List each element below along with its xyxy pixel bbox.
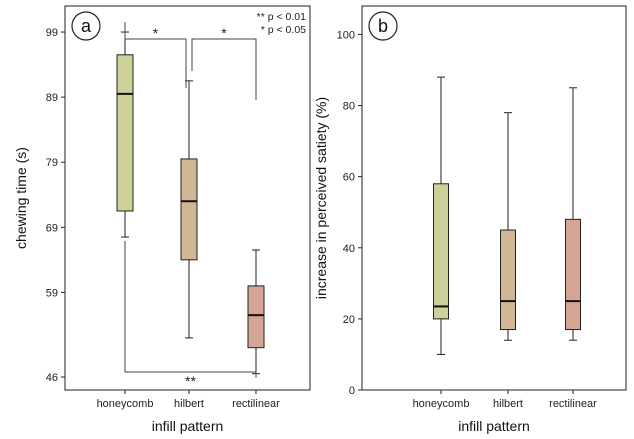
panel-b-x-tick-label: rectilinear: [549, 398, 597, 410]
panel-a-panel-letter: a: [81, 16, 92, 36]
panel-a-x-tick-label: honeycomb: [97, 398, 154, 410]
panel-b-plot-frame: [361, 5, 627, 391]
panel-a-significance-label: *: [221, 25, 227, 41]
panel-a-significance-bracket: [191, 38, 257, 100]
panel-b-x-axis-title: infill pattern: [458, 418, 530, 434]
panel-a-y-tick-label: 89: [46, 92, 58, 104]
panel-a-box-honeycomb: [116, 54, 134, 212]
panel-b-x-tick-label: honeycomb: [413, 398, 470, 410]
panel-a-x-tick-label: rectilinear: [232, 398, 280, 410]
panel-b-y-tick-label: 80: [343, 101, 355, 113]
panel-b-box-hilbert: [500, 229, 516, 331]
panel-a-x-tick-label: hilbert: [174, 398, 204, 410]
panel-b-y-tick-label: 60: [343, 172, 355, 184]
panel-a-y-tick-label: 69: [46, 222, 58, 234]
panel-a-x-axis-title: infill pattern: [152, 418, 224, 434]
panel-b-box-honeycomb: [433, 183, 449, 320]
panel-b-y-axis-title: increase in perceived satiety (%): [313, 97, 329, 299]
panel-a-y-tick-label: 46: [46, 372, 58, 384]
panel-a-plot-frame: [64, 5, 311, 391]
panel-b-panel-letter-circle: [368, 11, 398, 41]
panel-a-p-value-note: ** p < 0.01: [257, 11, 306, 23]
panel-a-significance-label: *: [153, 25, 159, 41]
panel-a-significance-bracket: [124, 22, 187, 88]
panel-a-y-axis-title: chewing time (s): [13, 147, 29, 249]
panel-a-significance-label: **: [185, 373, 196, 389]
panel-a-y-tick-label: 99: [46, 27, 58, 39]
panel-a-box-hilbert: [180, 158, 198, 261]
panel-b-x-tick-label: hilbert: [493, 398, 523, 410]
panel-b-y-tick-label: 40: [343, 243, 355, 255]
panel-a-significance-bracket: [124, 241, 257, 378]
panel-a-panel-letter-circle: [71, 11, 101, 41]
panel-a-p-value-note: * p < 0.05: [261, 24, 306, 36]
panel-b-panel-letter: b: [378, 16, 388, 36]
panel-a-box-rectilinear: [247, 285, 265, 349]
panel-b-y-tick-label: 0: [349, 385, 355, 397]
panel-a-y-tick-label: 79: [46, 157, 58, 169]
panel-b-y-tick-label: 20: [343, 314, 355, 326]
panel-a-y-tick-label: 59: [46, 287, 58, 299]
panel-b-y-tick-label: 100: [337, 29, 355, 41]
panel-b-box-rectilinear: [565, 218, 581, 331]
